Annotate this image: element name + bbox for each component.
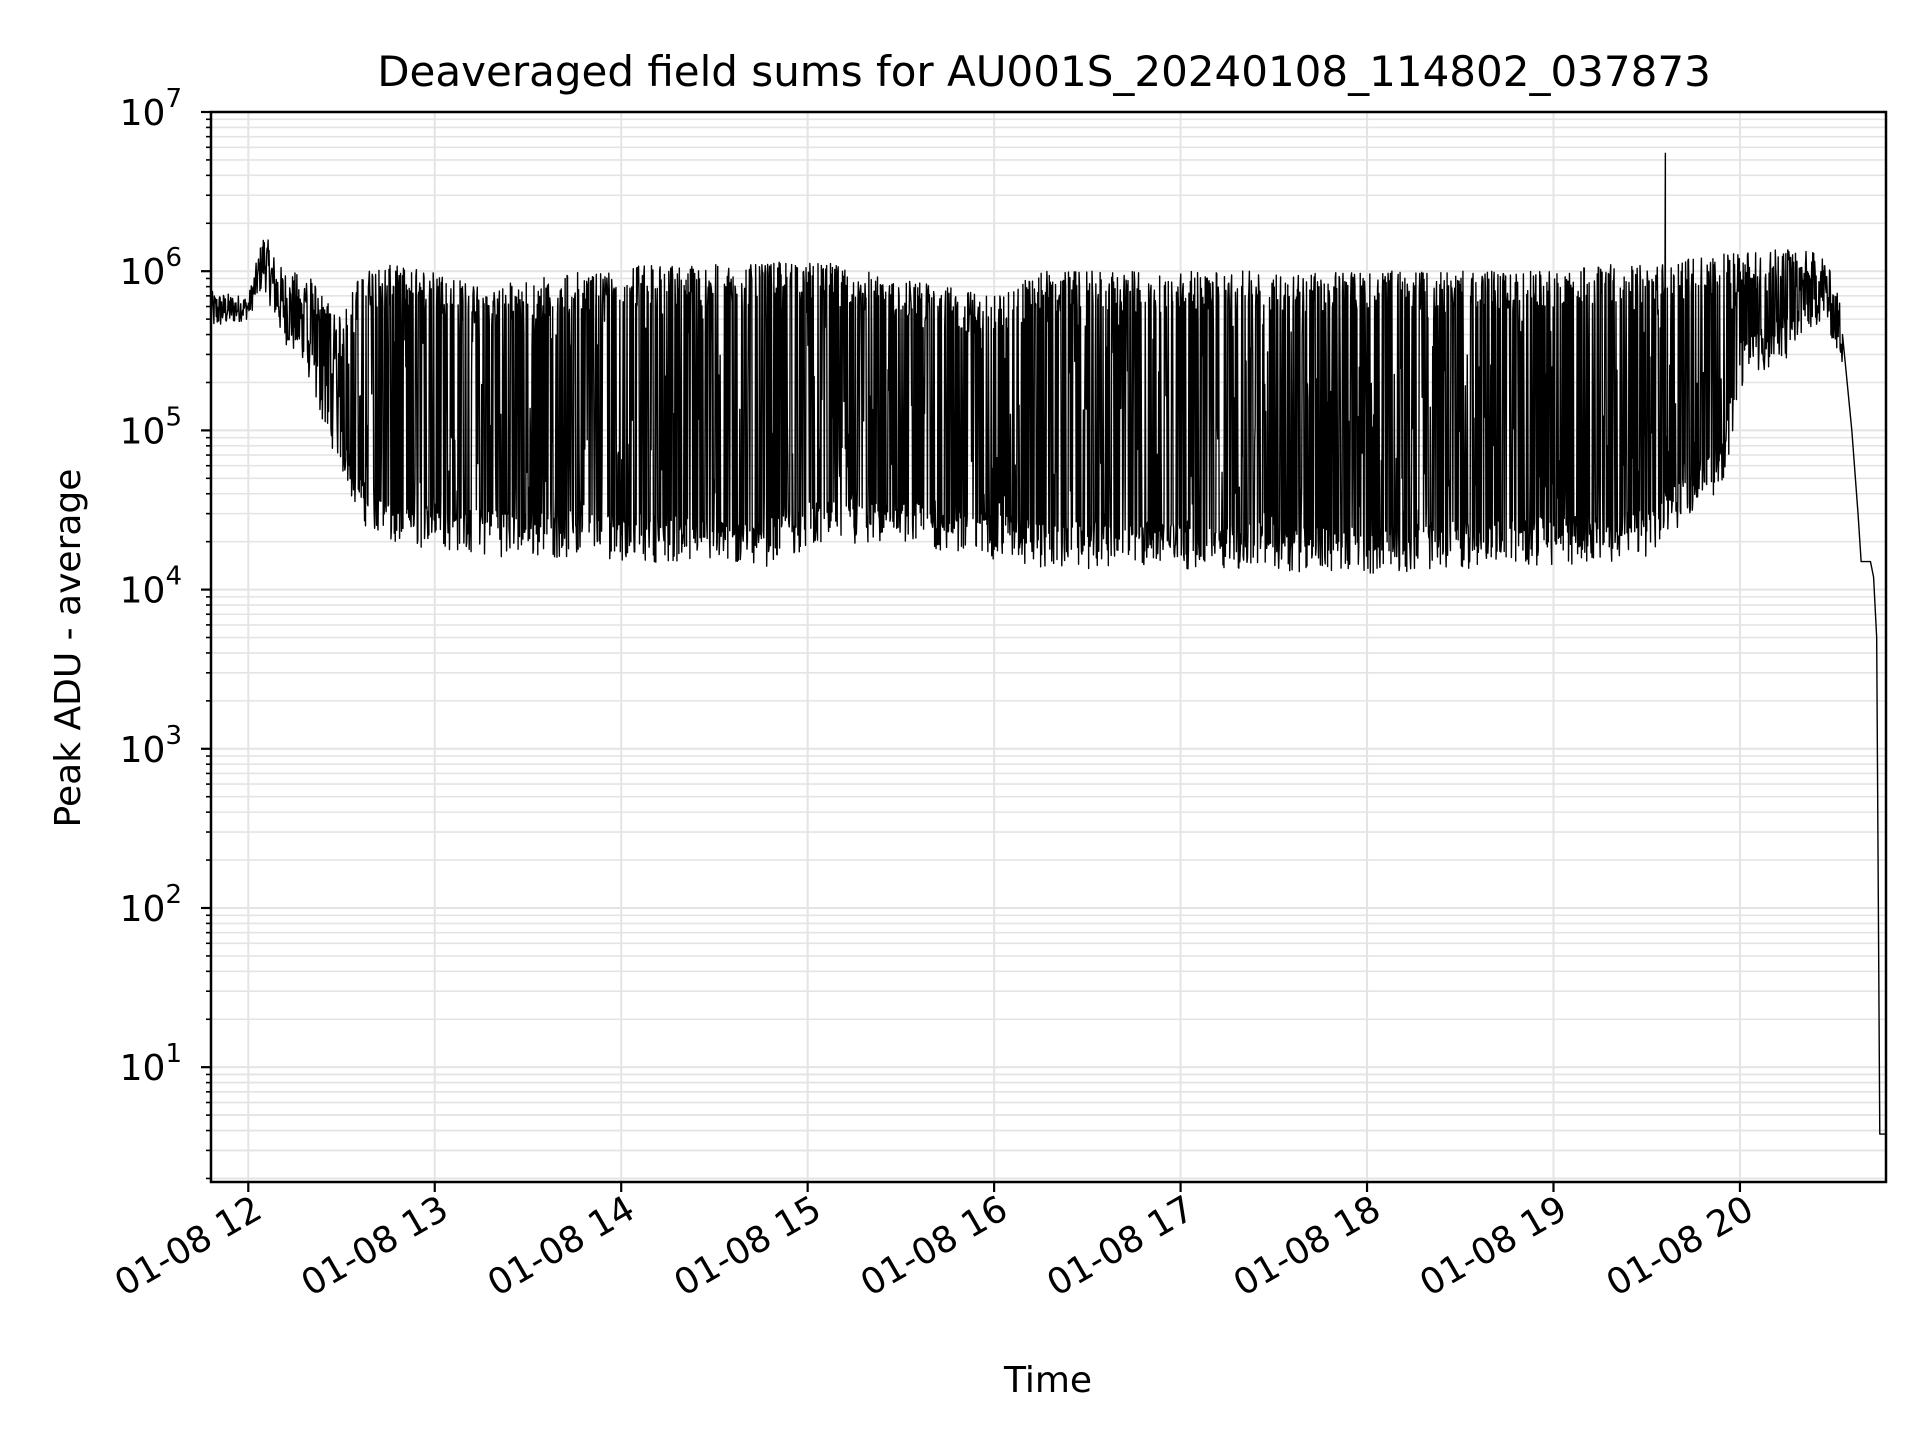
y-tick-label: 107 <box>120 84 182 134</box>
x-axis-ticks: 01-08 12 01-08 13 01-08 14 01-08 15 01-08 16… <box>108 1182 1760 1305</box>
y-tick-label: 106 <box>120 243 182 293</box>
data-series <box>210 152 1886 1135</box>
y-axis-ticks: 101 102 103 104 105 106 107 <box>120 84 211 1180</box>
x-tick-label: 01-08 14 <box>481 1188 642 1304</box>
y-tick-label: 103 <box>120 721 182 771</box>
x-axis-label: Time <box>1003 1360 1092 1401</box>
y-axis-label: Peak ADU - average <box>48 469 89 828</box>
series-line <box>210 152 1886 1135</box>
x-tick-label: 01-08 20 <box>1600 1188 1761 1304</box>
x-tick-label: 01-08 15 <box>667 1188 828 1304</box>
y-tick-label: 105 <box>120 402 182 452</box>
x-tick-label: 01-08 17 <box>1040 1188 1201 1304</box>
x-tick-label: 01-08 13 <box>295 1188 456 1304</box>
x-tick-label: 01-08 18 <box>1227 1188 1388 1304</box>
y-tick-label: 101 <box>120 1039 182 1089</box>
grid-lines <box>211 111 1886 1182</box>
x-tick-label: 01-08 16 <box>854 1188 1015 1304</box>
y-tick-label: 104 <box>120 562 182 612</box>
chart-title: Deaveraged field sums for AU001S_2024010… <box>377 47 1711 96</box>
plot-frame <box>209 110 1888 1184</box>
x-tick-label: 01-08 19 <box>1413 1188 1574 1304</box>
y-tick-label: 102 <box>120 880 182 930</box>
x-tick-label: 01-08 12 <box>108 1188 269 1304</box>
